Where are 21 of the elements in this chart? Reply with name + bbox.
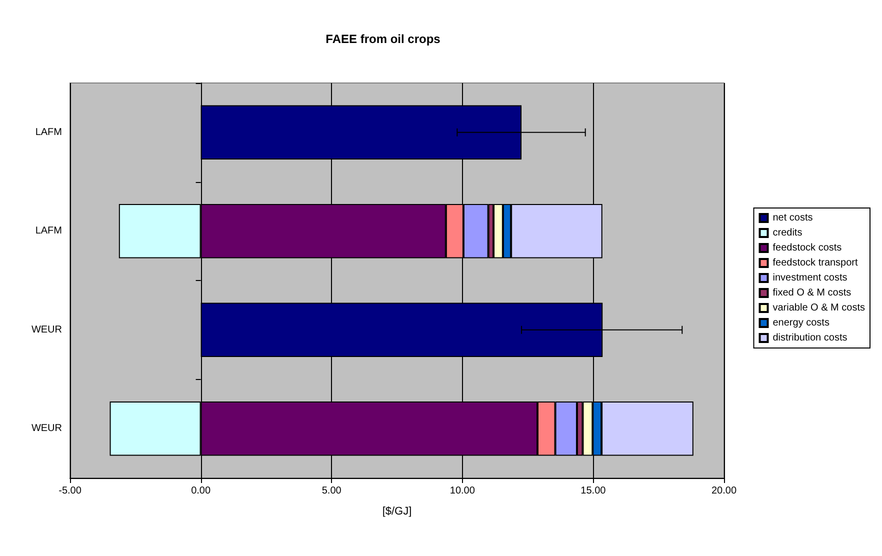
legend-label: net costs <box>772 212 813 224</box>
x-tick-label: 10.00 <box>450 486 476 496</box>
x-tick-label: 15.00 <box>580 486 606 496</box>
chart-title: FAEE from oil crops <box>326 32 441 46</box>
x-tick-label: 20.00 <box>711 486 737 496</box>
legend-label: variable O & M costs <box>772 302 866 314</box>
legend-label: feedstock transport <box>772 258 858 268</box>
x-tick-label: 0.00 <box>191 486 211 496</box>
x-tick-label: 5.00 <box>322 486 342 496</box>
x-tick-label: -5.00 <box>58 486 82 496</box>
legend-label: fixed O & M costs <box>772 288 852 298</box>
legend-label: distribution costs <box>772 332 848 344</box>
x-axis-title: [$/GJ] <box>382 506 412 518</box>
y-tick-label: LAFM <box>35 226 62 237</box>
legend-label: investment costs <box>772 272 848 284</box>
y-tick-label: WEUR <box>31 324 62 336</box>
y-tick-label: LAFM <box>35 126 62 138</box>
legend-label: credits <box>772 228 802 238</box>
legend-label: energy costs <box>772 318 830 328</box>
y-tick-label: WEUR <box>31 423 62 434</box>
legend-label: feedstock costs <box>772 242 842 254</box>
